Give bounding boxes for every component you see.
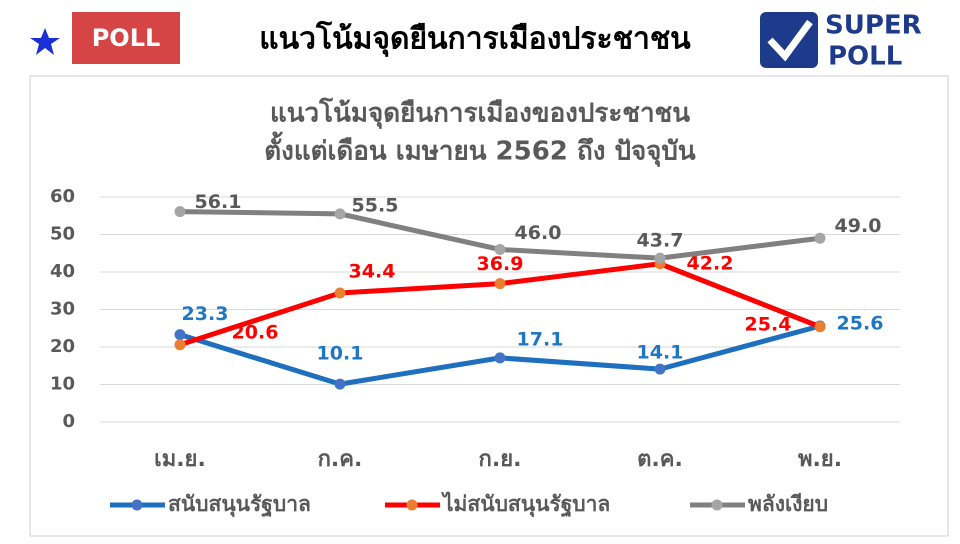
poll-badge — [72, 12, 180, 64]
data-label: 23.3 — [182, 303, 229, 325]
logo-text: POLL — [828, 42, 902, 72]
star-icon — [30, 28, 60, 55]
y-tick-label: 60 — [50, 186, 75, 207]
data-label: 36.9 — [477, 253, 524, 275]
x-tick-label: เม.ย. — [154, 447, 206, 472]
data-label: 55.5 — [352, 194, 399, 216]
x-tick-label: ต.ค. — [637, 447, 683, 472]
legend-label: ไม่สนับสนุนรัฐบาล — [441, 491, 610, 518]
data-label: 20.6 — [232, 321, 279, 343]
data-label: 14.1 — [637, 342, 684, 364]
legend-marker — [131, 499, 143, 511]
data-label: 46.0 — [515, 222, 562, 244]
page-title: แนวโน้มจุดยืนการเมืองประชาชน — [259, 20, 691, 58]
data-label: 17.1 — [517, 328, 564, 350]
x-tick-label: ก.ย. — [479, 447, 522, 472]
data-point — [174, 339, 186, 351]
data-point — [654, 252, 666, 264]
y-tick-label: 30 — [50, 299, 75, 320]
data-point — [654, 363, 666, 375]
data-label: 10.1 — [317, 343, 364, 365]
y-tick-label: 10 — [50, 374, 75, 395]
data-label: 25.6 — [837, 313, 884, 335]
y-tick-label: 0 — [62, 411, 75, 432]
data-point — [334, 287, 346, 299]
data-point — [494, 244, 506, 255]
data-label: 43.7 — [637, 230, 684, 252]
legend-label: พลังเงียบ — [748, 492, 828, 516]
data-point — [334, 208, 346, 220]
legend-label: สนับสนุนรัฐบาล — [168, 492, 311, 518]
chart-title: แนวโน้มจุดยืนการเมืองของประชาชน — [270, 97, 690, 130]
data-label: 49.0 — [835, 215, 882, 237]
chart-title: ตั้งแต่เดือน เมษายน 2562 ถึง ปัจจุบัน — [264, 131, 696, 168]
data-point — [174, 329, 186, 341]
data-point — [814, 232, 826, 244]
logo-check — [767, 19, 813, 62]
data-point — [814, 321, 826, 333]
x-tick-label: ก.ค. — [318, 447, 363, 472]
data-label: 56.1 — [195, 191, 242, 213]
y-tick-label: 40 — [50, 261, 75, 282]
logo-box — [760, 12, 818, 68]
y-tick-label: 50 — [50, 224, 75, 245]
data-label: 42.2 — [687, 252, 734, 274]
data-point — [334, 378, 346, 390]
data-point — [494, 352, 506, 364]
badge-text: POLL — [92, 24, 161, 52]
legend-marker — [406, 499, 418, 511]
data-point — [494, 278, 506, 290]
data-label: 34.4 — [349, 261, 396, 283]
y-tick-label: 20 — [50, 336, 75, 357]
chart-frame — [29, 75, 949, 537]
x-tick-label: พ.ย. — [798, 447, 842, 472]
plot: 0 10 20 30 40 50 60 เม.ย. ก.ค. ก.ย. ต.ค. พ.ย. 23.3 10… — [50, 186, 900, 518]
logo-text: SUPER — [825, 11, 922, 41]
data-point — [174, 206, 186, 218]
data-label: 25.4 — [745, 313, 792, 335]
legend-marker — [711, 499, 723, 511]
